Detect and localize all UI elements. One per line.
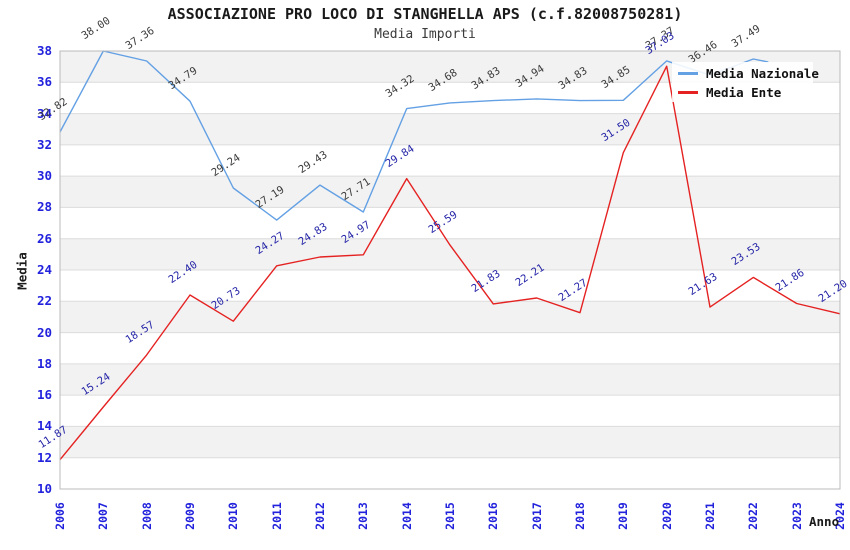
legend-line-swatch-blue-icon	[678, 72, 698, 75]
y-tick-label: 12	[36, 449, 52, 465]
grid-band	[60, 176, 840, 208]
y-tick-label: 24	[36, 262, 52, 277]
legend-label: Media Ente	[706, 85, 782, 100]
x-tick-label: 2016	[486, 502, 501, 530]
legend-item-media-nazionale: Media Nazionale	[678, 64, 819, 83]
x-tick-label: 2019	[616, 502, 631, 530]
y-tick-label: 10	[36, 481, 52, 496]
y-tick-label: 32	[36, 136, 52, 152]
grid-band	[60, 113, 840, 145]
x-tick-label: 2020	[659, 502, 674, 530]
y-tick-label: 36	[36, 74, 52, 90]
x-axis-title: Anno	[809, 514, 840, 529]
x-tick-label: 2014	[399, 502, 414, 530]
legend-item-media-ente: Media Ente	[678, 83, 813, 102]
legend-label: Media Nazionale	[706, 66, 819, 81]
x-tick-label: 2023	[789, 502, 804, 530]
y-tick-label: 22	[36, 293, 52, 309]
y-axis-title: Media	[14, 252, 30, 290]
y-tick-label: 16	[36, 387, 52, 403]
x-tick-label: 2015	[443, 502, 457, 530]
x-tick-label: 2012	[313, 502, 327, 530]
x-tick-label: 2017	[529, 502, 544, 530]
x-tick-label: 2006	[53, 502, 67, 530]
y-tick-label: 38	[36, 43, 52, 58]
x-tick-label: 2010	[226, 502, 241, 530]
legend-box: Media Nazionale Media Ente	[672, 62, 819, 102]
x-tick-label: 2022	[746, 502, 761, 530]
y-tick-label: 18	[36, 355, 52, 371]
grid-band	[60, 238, 840, 270]
x-tick-label: 2007	[96, 502, 111, 530]
chart-title: ASSOCIAZIONE PRO LOCO DI STANGHELLA APS …	[167, 5, 683, 23]
x-tick-label: 2009	[183, 502, 197, 530]
x-tick-label: 2021	[703, 502, 717, 530]
x-tick-label: 2011	[269, 502, 284, 530]
legend-line-swatch-red-icon	[678, 91, 698, 94]
y-tick-label: 20	[36, 324, 52, 340]
y-tick-label: 26	[36, 230, 52, 246]
x-tick-label: 2018	[573, 502, 587, 530]
y-tick-label: 14	[36, 418, 52, 434]
grid-band	[60, 301, 840, 333]
y-tick-label: 30	[36, 168, 52, 184]
y-tick-label: 28	[36, 199, 52, 215]
x-tick-label: 2013	[356, 502, 371, 530]
grid-band	[60, 363, 840, 396]
series-line-media-ente	[59, 65, 841, 461]
plot-frame	[59, 50, 841, 490]
y-tick-label: 34	[36, 105, 52, 121]
x-tick-label: 2008	[139, 502, 154, 530]
grid-band	[60, 426, 840, 458]
chart-subtitle: Media Importi	[374, 27, 476, 42]
